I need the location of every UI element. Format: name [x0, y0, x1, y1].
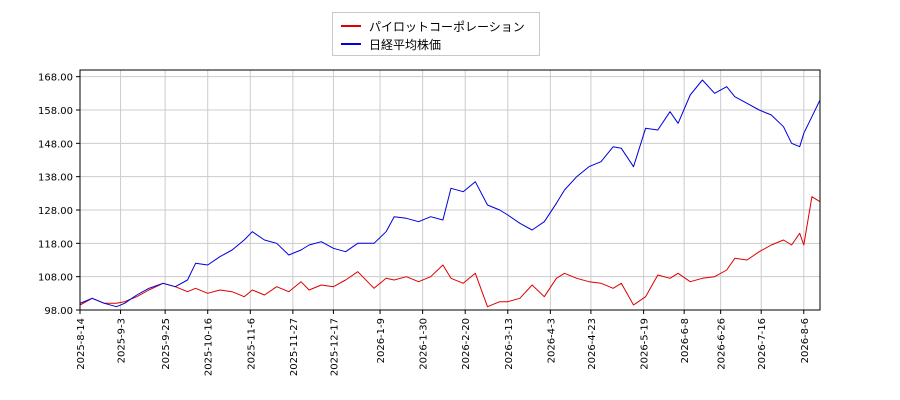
legend-item-pilot: パイロットコーポレーション — [341, 17, 525, 35]
x-tick-label: 2026-3-13 — [504, 318, 515, 370]
x-tick-label: 2025-9-25 — [161, 318, 172, 370]
x-tick-label: 2026-4-23 — [587, 318, 598, 370]
y-tick-label: 138.00 — [38, 173, 73, 184]
legend: パイロットコーポレーション 日経平均株価 — [332, 12, 540, 56]
legend-label-pilot: パイロットコーポレーション — [369, 19, 525, 34]
x-tick-label: 2025-11-27 — [289, 318, 300, 376]
x-tick-label: 2025-12-17 — [329, 318, 340, 376]
x-tick-label: 2026-7-16 — [757, 318, 768, 370]
series-line-pilot — [79, 196, 821, 308]
grid — [79, 70, 820, 311]
y-axis-ticks: 98.00 108.00 118.00 128.00 138.00 148.00 158.0… — [38, 73, 80, 317]
y-tick-label: 148.00 — [38, 139, 73, 150]
x-tick-label: 2025-8-14 — [76, 318, 87, 370]
legend-label-nikkei: 日経平均株価 — [369, 37, 442, 52]
y-tick-label: 118.00 — [38, 239, 73, 250]
y-tick-label: 98.00 — [44, 306, 73, 317]
x-tick-label: 2026-6-8 — [680, 318, 691, 363]
x-tick-label: 2026-1-30 — [419, 318, 430, 370]
x-tick-label: 2026-1-9 — [376, 318, 387, 363]
y-tick-label: 128.00 — [38, 206, 73, 217]
legend-swatch-pilot — [341, 25, 361, 27]
x-tick-label: 2026-2-20 — [461, 318, 472, 370]
x-tick-label: 2025-9-3 — [117, 318, 128, 363]
y-tick-label: 108.00 — [38, 273, 73, 284]
series-lines — [79, 79, 821, 308]
x-axis-ticks: 2025-8-14 2025-9-3 2025-9-25 2025-10-16 2025… — [76, 310, 811, 376]
x-tick-label: 2026-5-19 — [640, 318, 651, 370]
x-tick-label: 2026-6-26 — [717, 318, 728, 370]
x-tick-label: 2025-10-16 — [204, 318, 215, 376]
y-tick-label: 168.00 — [38, 73, 73, 84]
plot-frame — [79, 69, 821, 311]
x-tick-label: 2025-11-6 — [246, 318, 257, 370]
legend-item-nikkei: 日経平均株価 — [341, 35, 441, 53]
series-line-nikkei — [79, 79, 821, 308]
y-tick-label: 158.00 — [38, 106, 73, 117]
x-tick-label: 2026-8-6 — [800, 318, 811, 363]
x-tick-label: 2026-4-3 — [546, 318, 557, 363]
legend-swatch-nikkei — [341, 43, 361, 45]
